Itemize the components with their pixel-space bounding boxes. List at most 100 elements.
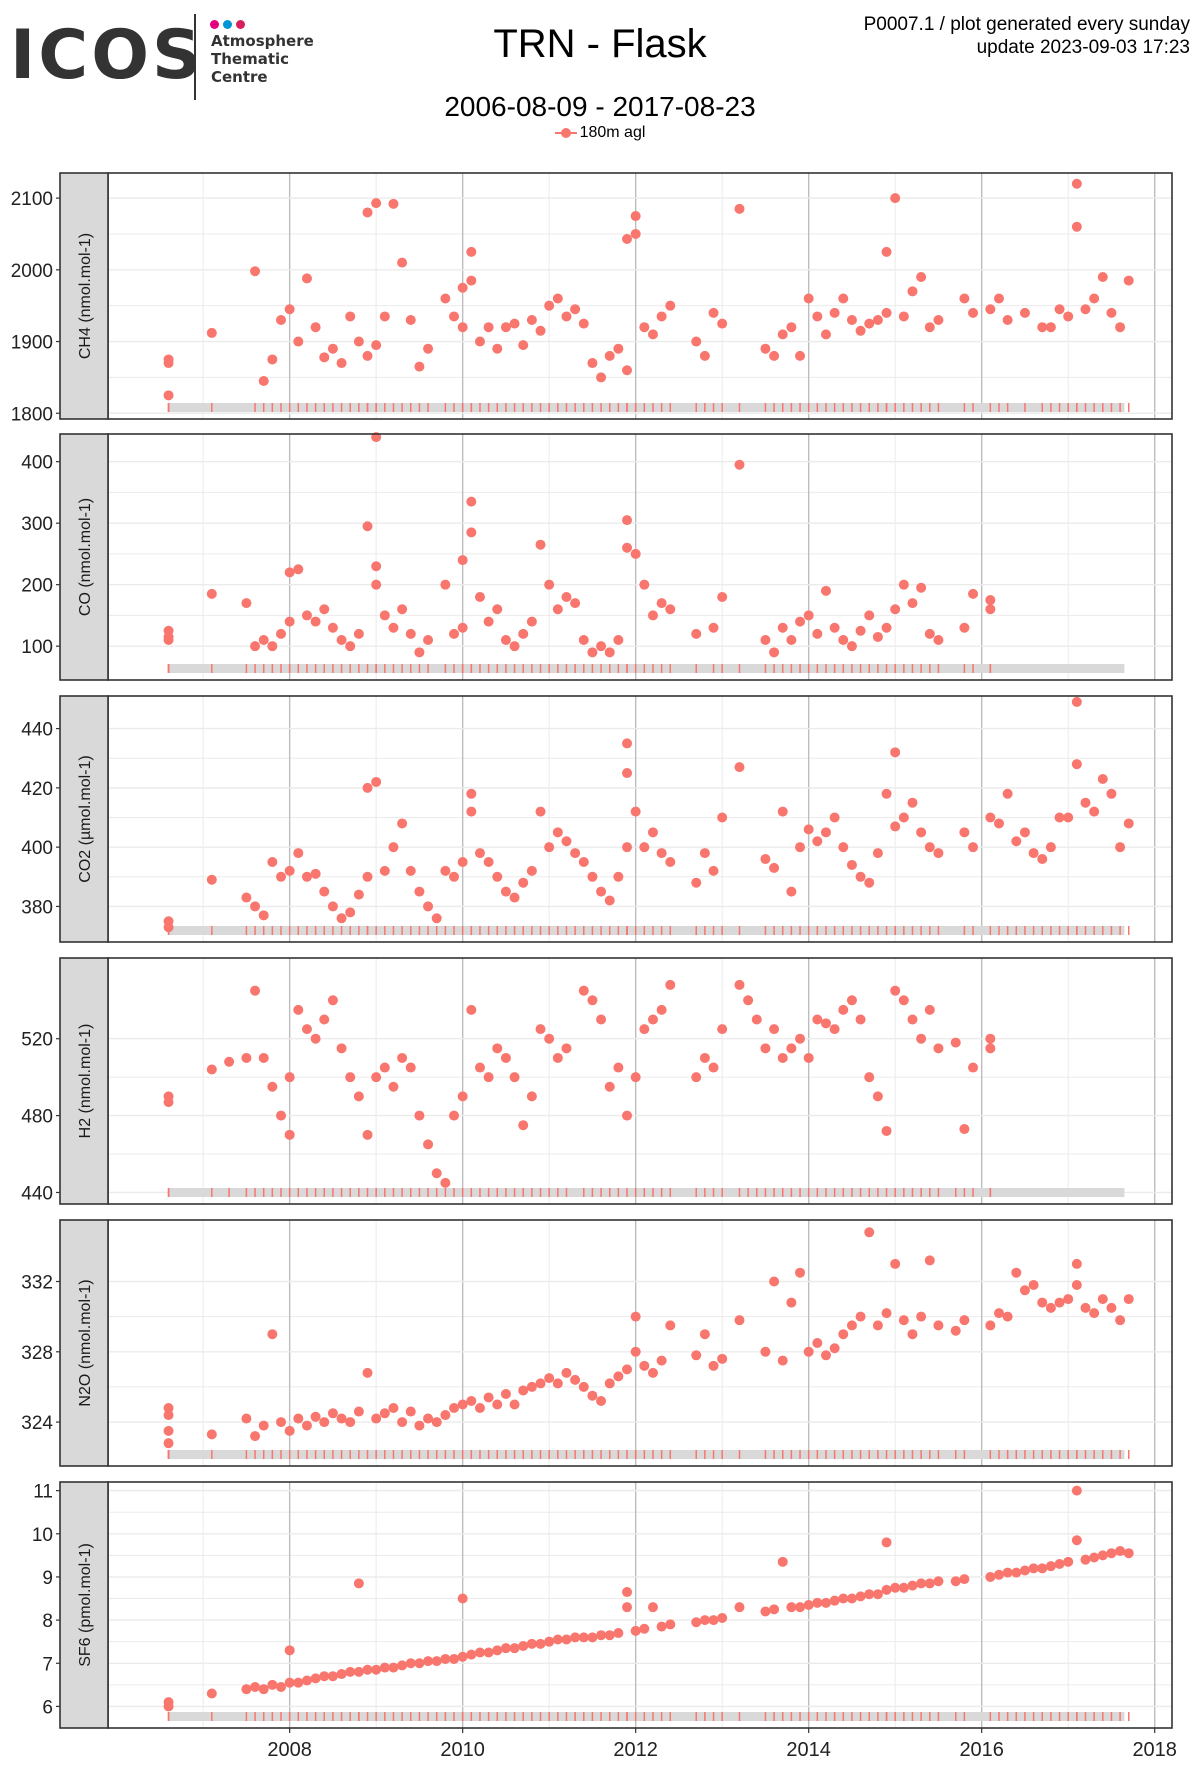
- data-point: [1054, 1559, 1065, 1569]
- data-point: [388, 622, 399, 633]
- data-point: [336, 635, 347, 646]
- data-point: [561, 1634, 572, 1645]
- data-point: [907, 1329, 918, 1340]
- data-point: [163, 922, 174, 933]
- data-point: [890, 1582, 901, 1593]
- data-point: [587, 1390, 598, 1401]
- data-point: [907, 598, 918, 609]
- data-point: [284, 1645, 295, 1656]
- y-tick-label: 420: [21, 779, 53, 800]
- data-point: [362, 1129, 373, 1140]
- data-point: [535, 325, 546, 336]
- x-tick-label: 2016: [959, 1739, 1004, 1761]
- data-point: [284, 1129, 295, 1140]
- data-point: [639, 579, 650, 590]
- data-point: [544, 579, 555, 590]
- data-point: [708, 865, 719, 876]
- data-point: [449, 1403, 460, 1414]
- data-point: [1089, 1308, 1100, 1319]
- y-tick-label: 1900: [11, 333, 53, 354]
- data-point: [544, 1636, 555, 1647]
- data-point: [743, 995, 754, 1006]
- data-point: [353, 1091, 364, 1102]
- sampling-band: [168, 403, 1125, 412]
- data-point: [224, 1056, 235, 1067]
- data-point: [327, 1671, 338, 1682]
- data-point: [872, 1589, 883, 1600]
- y-tick-label: 6: [42, 1697, 53, 1718]
- data-point: [717, 591, 728, 602]
- data-point: [691, 1617, 702, 1628]
- data-point: [423, 1139, 434, 1150]
- data-point: [509, 1643, 520, 1654]
- data-point: [734, 762, 745, 773]
- panel: CO (nmol.mol-1) 100 200 300 400: [21, 432, 1173, 681]
- data-point: [509, 1399, 520, 1410]
- data-point: [327, 622, 338, 633]
- data-point: [518, 1385, 529, 1396]
- legend-marker-icon: [554, 127, 577, 138]
- data-point: [509, 641, 520, 652]
- data-point: [163, 1701, 174, 1712]
- data-point: [993, 1569, 1004, 1580]
- data-point: [665, 300, 676, 311]
- data-point: [846, 641, 857, 652]
- data-point: [760, 1346, 771, 1357]
- logo-subtitle: Atmosphere Thematic Centre: [211, 32, 314, 86]
- data-point: [587, 995, 598, 1006]
- data-point: [838, 1004, 849, 1015]
- data-point: [258, 635, 269, 646]
- data-point: [457, 555, 468, 566]
- data-point: [829, 1595, 840, 1606]
- data-point: [570, 848, 581, 859]
- data-point: [604, 1630, 615, 1641]
- data-point: [864, 318, 875, 329]
- y-tick-label: 480: [21, 1107, 53, 1128]
- data-point: [570, 1632, 581, 1643]
- data-point: [561, 836, 572, 847]
- data-point: [431, 913, 442, 924]
- data-point: [1089, 806, 1100, 817]
- data-point: [959, 1315, 970, 1326]
- data-point: [1045, 322, 1056, 333]
- data-point: [397, 1417, 408, 1428]
- data-point: [449, 1110, 460, 1121]
- data-point: [1037, 1297, 1048, 1308]
- data-point: [206, 874, 217, 885]
- data-point: [924, 842, 935, 853]
- data-point: [924, 1004, 935, 1015]
- data-point: [345, 1072, 356, 1083]
- data-point: [457, 1091, 468, 1102]
- data-point: [362, 1664, 373, 1675]
- data-point: [777, 329, 788, 340]
- data-point: [466, 1004, 477, 1015]
- data-point: [630, 1346, 641, 1357]
- data-point: [864, 1072, 875, 1083]
- data-point: [345, 1417, 356, 1428]
- data-point: [622, 768, 633, 779]
- logo-divider: [194, 14, 196, 100]
- data-point: [327, 995, 338, 1006]
- data-point: [959, 827, 970, 838]
- data-point: [414, 886, 425, 897]
- logo-subtitle-line: Thematic: [211, 50, 290, 68]
- data-point: [1097, 773, 1108, 784]
- data-point: [769, 1604, 780, 1615]
- data-point: [881, 1308, 892, 1319]
- data-point: [916, 827, 927, 838]
- data-point: [691, 1072, 702, 1083]
- data-point: [535, 539, 546, 550]
- data-point: [993, 1308, 1004, 1319]
- data-point: [622, 738, 633, 749]
- data-point: [535, 806, 546, 817]
- data-point: [924, 1578, 935, 1589]
- data-point: [466, 246, 477, 257]
- data-point: [855, 625, 866, 636]
- data-point: [985, 1033, 996, 1044]
- data-point: [760, 1606, 771, 1617]
- data-point: [327, 901, 338, 912]
- data-point: [855, 1014, 866, 1025]
- data-point: [769, 1024, 780, 1035]
- data-point: [855, 325, 866, 336]
- data-point: [1002, 1311, 1013, 1322]
